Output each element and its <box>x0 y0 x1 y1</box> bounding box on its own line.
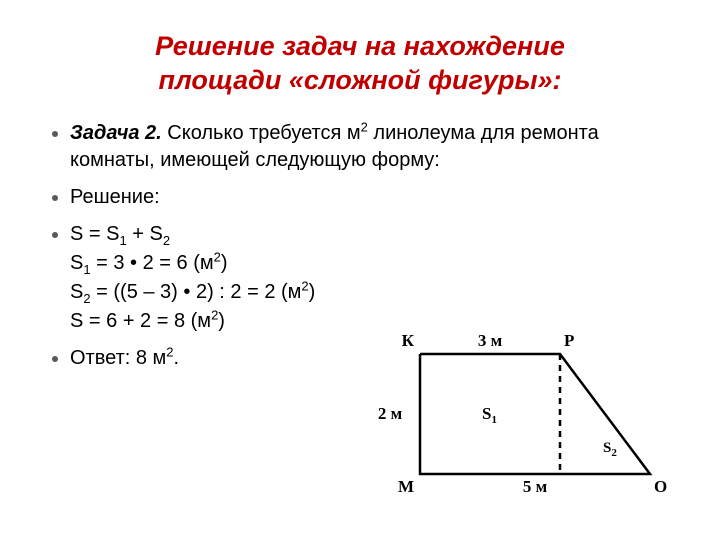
problem-label: Задача 2. <box>70 122 162 144</box>
svg-text:Р: Р <box>564 331 574 350</box>
title-line-1: Решение задач на нахождение <box>155 31 565 61</box>
l3s: 2 <box>83 291 90 306</box>
line-1: S = S1 + S2 <box>70 221 672 248</box>
answer-a: Ответ: 8 м <box>70 347 166 369</box>
l1b: + S <box>127 223 163 245</box>
solution-lines-item: S = S1 + S2 S1 = 3 • 2 = 6 (м2) S2 = ((5… <box>70 221 672 335</box>
solution-label-item: Решение: <box>70 184 672 211</box>
l2c: ) <box>221 252 228 274</box>
svg-text:О: О <box>654 477 667 496</box>
line-2: S1 = 3 • 2 = 6 (м2) <box>70 250 672 277</box>
l1s2: 2 <box>163 233 170 248</box>
l3b: = ((5 – 3) • 2) : 2 = 2 (м <box>91 281 302 303</box>
l4b: ) <box>218 310 225 332</box>
title-line-2: площади «сложной фигуры»: <box>158 65 561 95</box>
geometry-diagram: КРМО3 м2 м5 мS1S2 <box>360 324 660 504</box>
l2s: 1 <box>83 262 90 277</box>
svg-text:3 м: 3 м <box>478 331 503 350</box>
l2b: = 3 • 2 = 6 (м <box>91 252 214 274</box>
problem-text-a: Сколько требуется м <box>162 122 361 144</box>
problem-sup: 2 <box>361 119 368 134</box>
l3c: ) <box>309 281 316 303</box>
slide-title: Решение задач на нахождение площади «сло… <box>48 30 672 98</box>
l3sup: 2 <box>301 278 308 293</box>
l4a: S = 6 + 2 = 8 (м <box>70 310 211 332</box>
l3a: S <box>70 281 83 303</box>
l1a: S = S <box>70 223 119 245</box>
l2sup: 2 <box>214 249 221 264</box>
solution-label: Решение: <box>70 186 160 208</box>
svg-text:М: М <box>398 477 414 496</box>
svg-text:2 м: 2 м <box>378 404 403 423</box>
l2a: S <box>70 252 83 274</box>
answer-sup: 2 <box>166 344 173 359</box>
svg-text:S1: S1 <box>482 404 497 426</box>
svg-text:S2: S2 <box>603 440 617 459</box>
svg-text:К: К <box>402 331 415 350</box>
line-3: S2 = ((5 – 3) • 2) : 2 = 2 (м2) <box>70 279 672 306</box>
answer-b: . <box>174 347 180 369</box>
svg-text:5 м: 5 м <box>523 477 548 496</box>
l1s1: 1 <box>119 233 126 248</box>
problem-item: Задача 2. Сколько требуется м2 линолеума… <box>70 120 672 174</box>
